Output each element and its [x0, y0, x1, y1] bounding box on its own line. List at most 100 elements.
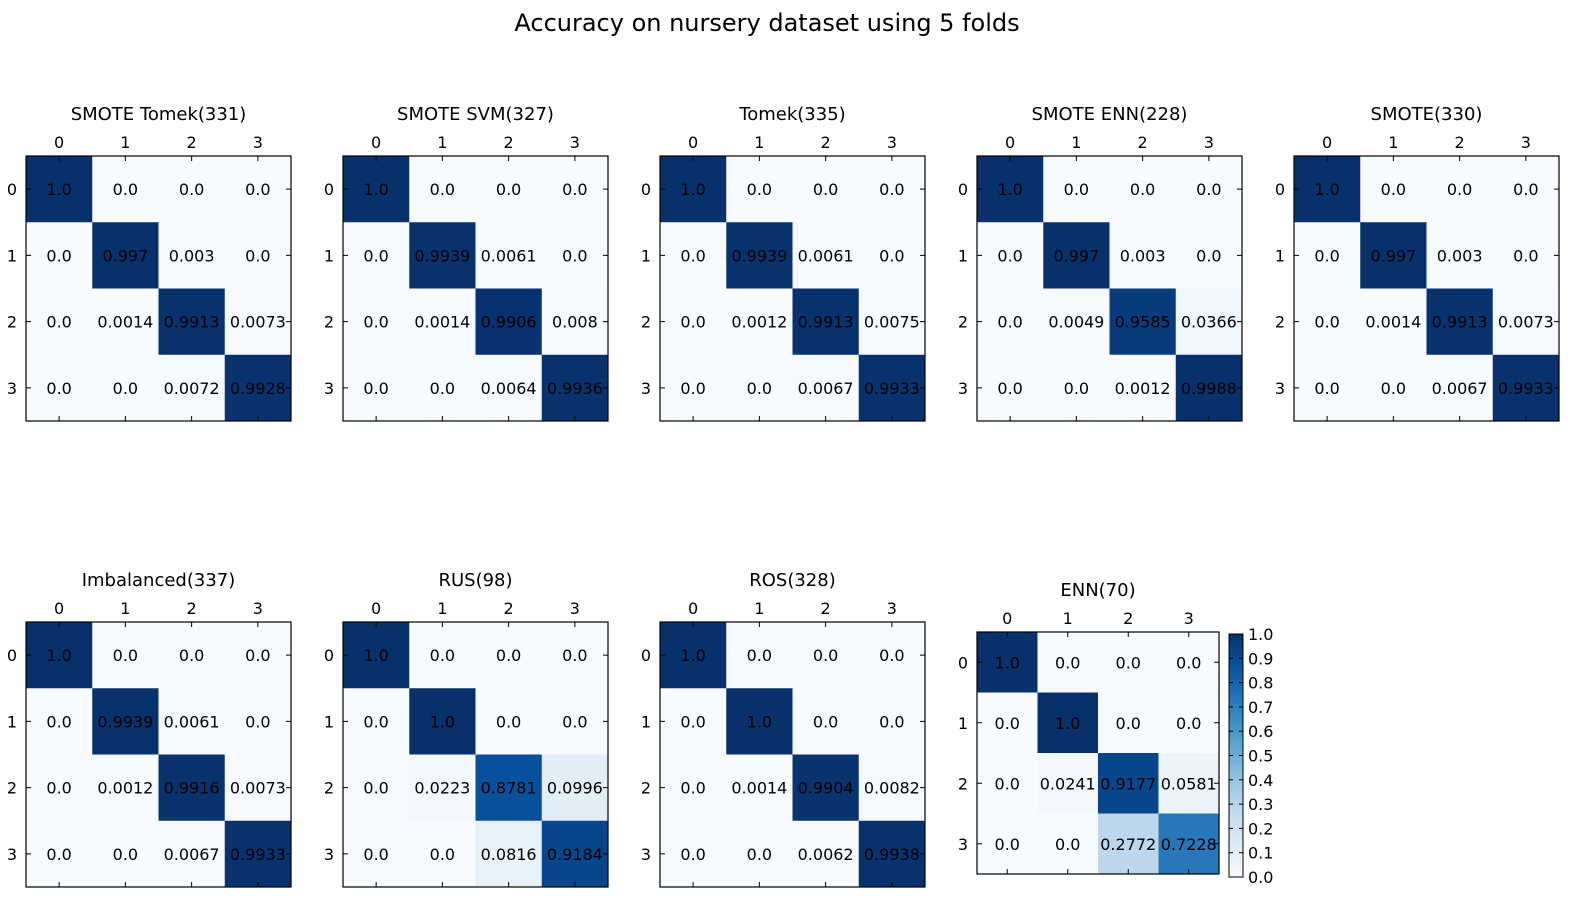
heatmap-cell — [1294, 354, 1361, 422]
heatmap-cell — [792, 354, 860, 422]
cell-value-label: 0.0 — [363, 712, 388, 731]
cell-value-label: 0.0 — [1314, 246, 1339, 265]
cell-value-label: 0.0 — [113, 646, 138, 665]
y-tick-label: 1 — [1275, 246, 1285, 265]
heatmap-panel: Tomek(335) 1.0 0.0 0.0 0.0 0.0 0.9939 0.0061 0.0… — [641, 104, 926, 422]
heatmap-cell — [475, 156, 543, 223]
heatmap-cell — [409, 688, 476, 755]
heatmap-cell — [541, 288, 609, 356]
cell-value-label: 0.0 — [430, 379, 455, 398]
heatmap-panel: ENN(70) 1.0 0.0 0.0 0.0 0.0 1.0 0.0 0.0 0.0 0.0241… — [958, 580, 1220, 875]
heatmap-cell — [1043, 288, 1110, 356]
colorbar-tick-label: 1.0 — [1248, 625, 1273, 644]
heatmap-cell — [858, 222, 926, 289]
heatmap-cell — [92, 354, 159, 422]
heatmap-cell — [792, 820, 860, 888]
x-tick-label: 3 — [1184, 609, 1194, 628]
heatmap-cell — [1158, 632, 1220, 693]
y-tick-label: 2 — [324, 779, 334, 798]
x-tick-label: 0 — [54, 133, 64, 152]
x-tick-label: 2 — [504, 599, 514, 618]
heatmap-cell — [92, 754, 159, 822]
cell-value-label: 0.9585 — [1115, 313, 1171, 332]
cell-value-label: 0.0 — [680, 712, 705, 731]
cell-value-label: 0.0012 — [731, 313, 787, 332]
heatmap-panel: RUS(98)1.0 0.0 0.0 0.00.0 1.0 0.0 0.00.0 0.0223… — [324, 570, 609, 888]
cell-value-label: 0.0 — [995, 774, 1020, 793]
cell-value-label: 0.0 — [680, 313, 705, 332]
cell-value-label: 0.0 — [430, 646, 455, 665]
heatmap-cell — [1426, 354, 1494, 422]
heatmap-cell — [475, 754, 543, 822]
heatmap-cell — [726, 688, 793, 755]
cell-value-label: 1.0 — [747, 712, 772, 731]
heatmap-cell — [1098, 753, 1159, 814]
colorbar-tick-label: 0.9 — [1248, 649, 1273, 668]
heatmap-cell — [726, 288, 793, 356]
cell-value-label: 0.0241 — [1040, 774, 1096, 793]
heatmap-cell — [343, 222, 410, 289]
cell-value-label: 0.0067 — [798, 379, 854, 398]
cell-value-label: 0.0 — [363, 379, 388, 398]
cell-value-label: 0.0075 — [864, 313, 920, 332]
y-tick-label: 2 — [7, 313, 17, 332]
cell-value-label: 0.0 — [113, 180, 138, 199]
heatmap-cell — [858, 688, 926, 755]
heatmap-cell — [977, 354, 1044, 422]
heatmap-cell — [475, 354, 543, 422]
y-tick-label: 3 — [7, 379, 17, 398]
cell-value-label: 0.9936 — [547, 379, 603, 398]
cell-value-label: 0.0014 — [731, 779, 787, 798]
heatmap-cell — [92, 156, 159, 223]
y-tick-label: 1 — [641, 712, 651, 731]
cell-value-label: 0.0064 — [481, 379, 537, 398]
y-tick-label: 3 — [324, 379, 334, 398]
cell-value-label: 0.997 — [102, 246, 148, 265]
cell-value-label: 0.9184 — [547, 845, 603, 864]
cell-value-label: 0.0062 — [798, 845, 854, 864]
cell-value-label: 0.2772 — [1100, 835, 1156, 854]
heatmap-cell — [409, 622, 476, 689]
heatmap-panel: ROS(328)1.0 0.0 0.0 0.00.0 1.0 0.0 0.00.0 0.001… — [641, 570, 926, 888]
cell-value-label: 1.0 — [1055, 714, 1080, 733]
x-tick-label: 1 — [1388, 133, 1398, 152]
heatmap-panel: SMOTE(330)1.0 0.0 0.0 0.00.0 0.997 0.003 0.00.… — [1275, 104, 1560, 422]
heatmap-cell — [224, 222, 292, 289]
x-tick-label: 0 — [54, 599, 64, 618]
cell-value-label: 0.0 — [879, 246, 904, 265]
cell-value-label: 0.0 — [1176, 653, 1201, 672]
y-tick-label: 1 — [324, 246, 334, 265]
x-tick-label: 2 — [821, 133, 831, 152]
cell-value-label: 0.0 — [1513, 246, 1538, 265]
cell-value-label: 0.997 — [1370, 246, 1416, 265]
cell-value-label: 0.0 — [562, 246, 587, 265]
cell-value-label: 1.0 — [995, 653, 1020, 672]
heatmap-cell — [977, 288, 1044, 356]
heatmap-cell — [409, 222, 476, 289]
x-tick-label: 1 — [754, 599, 764, 618]
cell-value-label: 0.0 — [245, 180, 270, 199]
heatmap-cell — [1098, 692, 1159, 754]
heatmap-cell — [858, 622, 926, 689]
cell-value-label: 0.0 — [113, 845, 138, 864]
heatmap-cell — [660, 354, 727, 422]
x-tick-label: 1 — [437, 599, 447, 618]
cell-value-label: 0.0 — [46, 845, 71, 864]
cell-value-label: 0.0 — [46, 313, 71, 332]
cell-value-label: 0.0 — [496, 712, 521, 731]
cell-value-label: 0.0 — [747, 379, 772, 398]
heatmap-cell — [541, 754, 609, 822]
cell-value-label: 0.0 — [1196, 180, 1221, 199]
heatmap-cell — [158, 156, 226, 223]
cell-value-label: 1.0 — [680, 646, 705, 665]
heatmap-cell — [858, 288, 926, 356]
y-tick-label: 1 — [7, 246, 17, 265]
heatmap-cell — [26, 754, 93, 822]
heatmap-cell — [92, 820, 159, 888]
y-tick-label: 0 — [324, 180, 334, 199]
heatmap-cell — [1043, 354, 1110, 422]
cell-value-label: 0.0581 — [1161, 774, 1217, 793]
heatmap-cell — [660, 288, 727, 356]
cell-value-label: 0.9913 — [798, 313, 854, 332]
panel-title: ENN(70) — [1060, 580, 1135, 601]
